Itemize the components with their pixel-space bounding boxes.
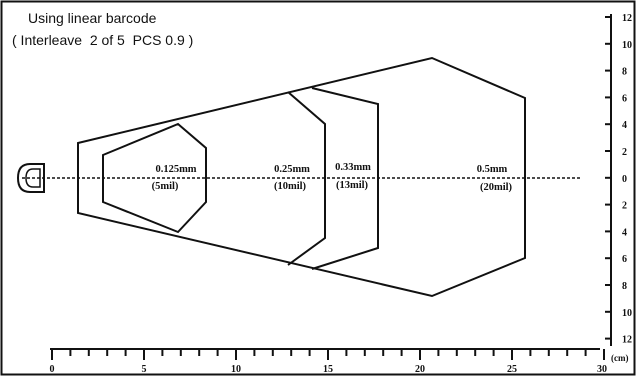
x-axis-label-0: 0	[50, 364, 55, 375]
zone-label-5mil: 0.125mm (5mil)	[152, 164, 197, 192]
y-axis-label: 4	[622, 227, 627, 238]
x-axis-ticks	[51, 349, 605, 360]
zone-size-label: 0.125mm	[155, 164, 196, 175]
zone-label-10mil: 0.25mm (10mil)	[274, 164, 310, 192]
y-axis-label: 6	[622, 93, 627, 104]
y-axis-label: 8	[622, 67, 627, 78]
x-axis-label-20: 20	[415, 364, 425, 375]
x-axis: 0 5 10 15 20 25 30 (cm)	[50, 348, 629, 375]
y-axis-label: 12	[622, 13, 632, 24]
diagram-caption-subtitle: ( Interleave 2 of 5 PCS 0.9 )	[12, 32, 194, 48]
x-axis-label-30: 30	[597, 364, 607, 375]
x-axis-label-10: 10	[231, 364, 241, 375]
y-axis-ticks	[605, 16, 611, 340]
y-axis-label: 12	[622, 335, 632, 346]
y-axis-label: 0	[622, 174, 627, 185]
y-axis-labels: 12 10 8 6 4 2 0 2 4 6 8 10 12	[622, 13, 632, 346]
y-axis-label: 10	[622, 308, 632, 319]
scanner-head-icon	[16, 163, 45, 193]
y-axis-label: 6	[622, 254, 627, 265]
x-axis-label-5: 5	[142, 364, 147, 375]
zone-mil-label: (13mil)	[336, 180, 369, 191]
zone-size-label: 0.25mm	[274, 164, 310, 175]
y-axis-label: 10	[622, 40, 632, 51]
zone-20mil-outline	[77, 56, 526, 298]
zone-label-13mil: 0.33mm (13mil)	[335, 162, 371, 191]
zone-size-label: 0.5mm	[477, 164, 508, 175]
zone-5mil-outline	[102, 122, 207, 234]
zone-size-label: 0.33mm	[335, 162, 371, 173]
zone-mil-label: (5mil)	[152, 181, 179, 192]
zone-mil-label: (20mil)	[480, 182, 513, 193]
y-axis: 12 10 8 6 4 2 0 2 4 6 8 10 12	[605, 13, 632, 346]
zone-mil-label: (10mil)	[274, 181, 307, 192]
y-axis-label: 4	[622, 120, 627, 131]
diagram-caption-title: Using linear barcode	[28, 10, 157, 26]
y-axis-label: 2	[622, 147, 627, 158]
zone-10mil-outline	[287, 91, 326, 266]
zone-label-20mil: 0.5mm (20mil)	[477, 164, 513, 193]
x-axis-label-25: 25	[507, 364, 517, 375]
zone-13mil-outline	[311, 87, 379, 270]
y-axis-label: 2	[622, 201, 627, 212]
x-axis-label-15: 15	[323, 364, 333, 375]
x-axis-unit: (cm)	[611, 353, 629, 363]
y-axis-label: 8	[622, 281, 627, 292]
